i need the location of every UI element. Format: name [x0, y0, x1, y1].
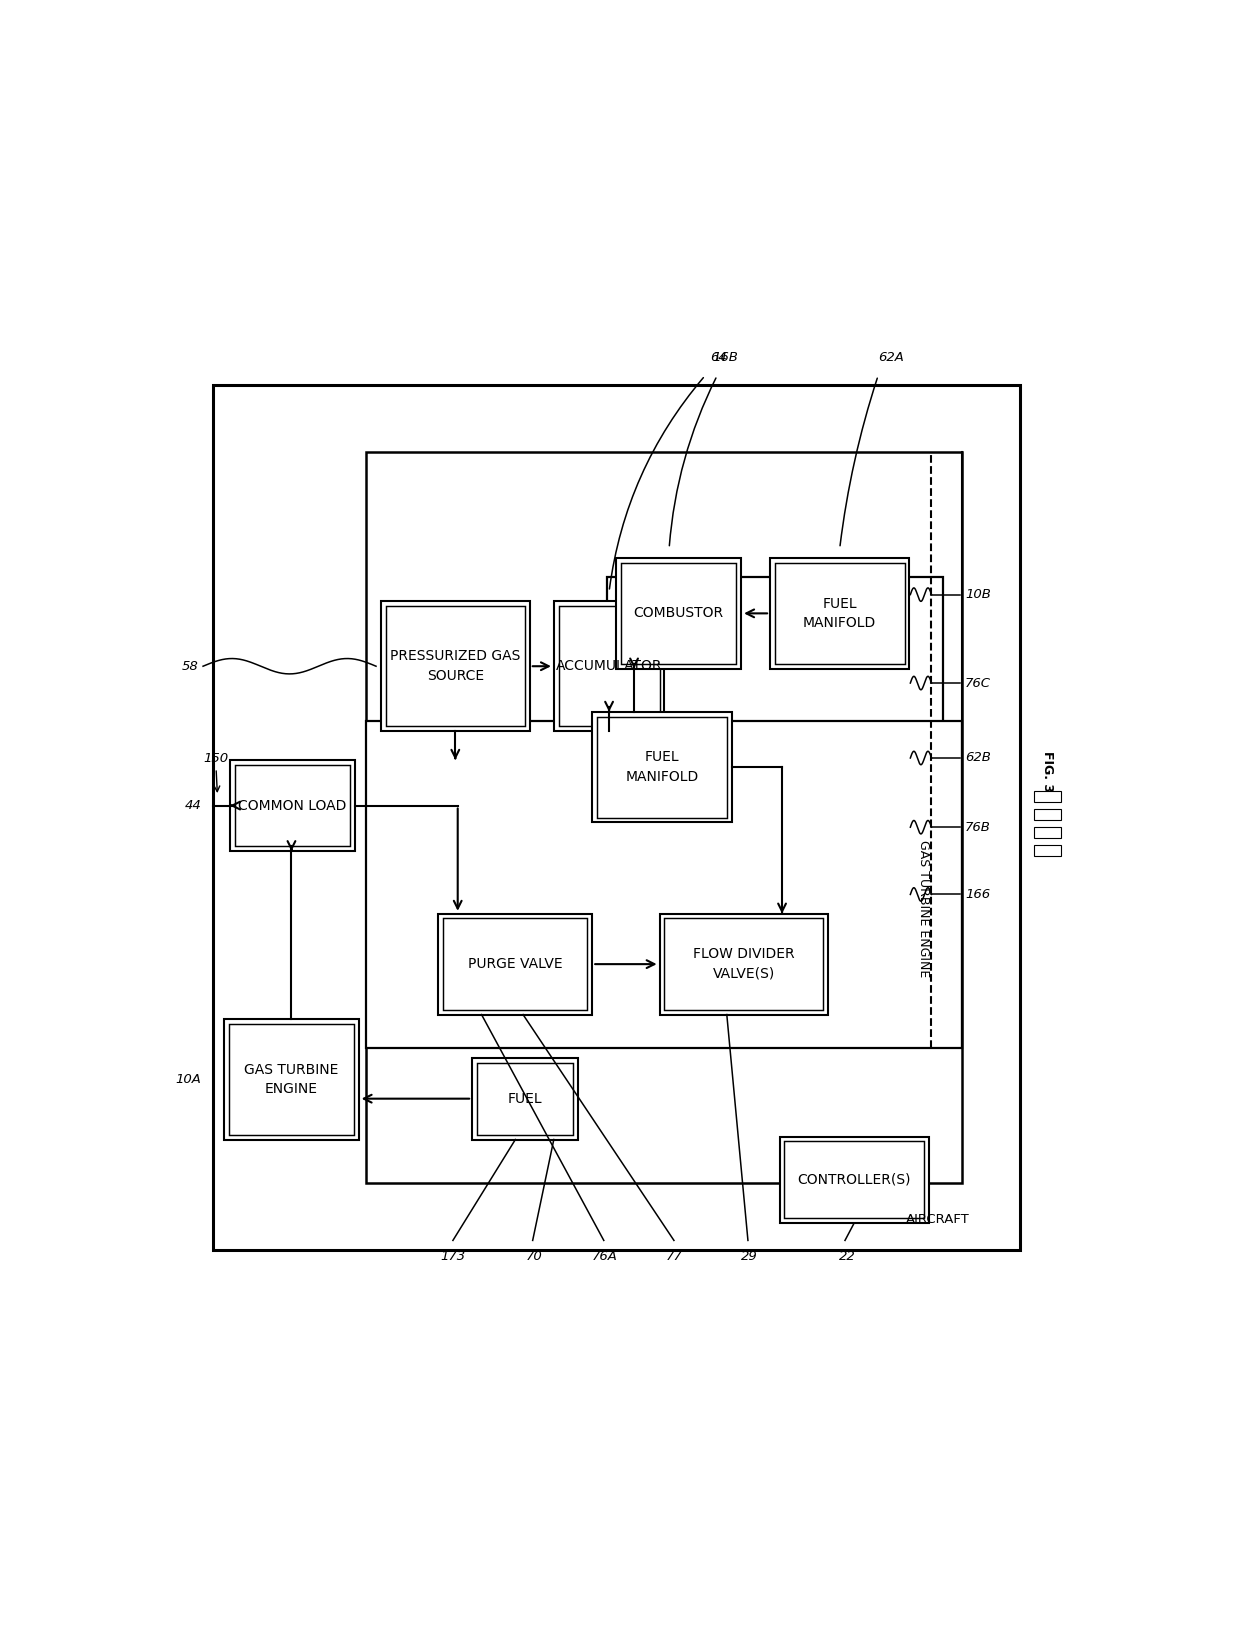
Text: 64: 64	[711, 351, 727, 364]
Text: 166: 166	[965, 888, 991, 901]
Bar	[234, 765, 350, 847]
Bar	[770, 559, 909, 668]
Bar	[606, 577, 942, 780]
Bar	[1034, 827, 1061, 839]
Bar	[785, 1142, 924, 1219]
Bar	[229, 760, 355, 852]
Text: 76A: 76A	[591, 1250, 618, 1263]
Bar	[621, 563, 737, 663]
Text: 58: 58	[181, 660, 198, 673]
Bar	[477, 1063, 573, 1135]
Bar	[1034, 809, 1061, 821]
Text: 29: 29	[740, 1250, 758, 1263]
Text: GAS TURBINE
ENGINE: GAS TURBINE ENGINE	[244, 1063, 339, 1096]
Bar	[472, 1058, 578, 1140]
Bar	[780, 1137, 929, 1224]
Bar	[224, 1019, 358, 1140]
Bar	[367, 721, 962, 1048]
Text: 70: 70	[526, 1250, 543, 1263]
Bar	[1034, 791, 1061, 803]
Text: COMMON LOAD: COMMON LOAD	[238, 799, 347, 812]
Bar	[665, 919, 823, 1009]
Text: FLOW DIVIDER
VALVE(S): FLOW DIVIDER VALVE(S)	[693, 947, 795, 981]
Bar	[213, 385, 1019, 1250]
Text: FUEL: FUEL	[507, 1091, 542, 1106]
Text: 10B: 10B	[965, 588, 991, 601]
Text: 22: 22	[838, 1250, 856, 1263]
Text: 76C: 76C	[965, 676, 991, 690]
Bar	[558, 606, 660, 726]
Bar	[616, 559, 742, 668]
Bar	[229, 1024, 353, 1135]
Text: 62A: 62A	[878, 351, 904, 364]
Bar	[596, 717, 727, 817]
Text: 76B: 76B	[965, 821, 991, 834]
Text: FUEL
MANIFOLD: FUEL MANIFOLD	[625, 750, 698, 785]
Bar	[593, 713, 732, 822]
Text: 44: 44	[185, 799, 201, 812]
Text: 10A: 10A	[175, 1073, 201, 1086]
Text: COMBUSTOR: COMBUSTOR	[634, 606, 724, 621]
Bar	[444, 919, 588, 1009]
Text: 62B: 62B	[965, 752, 991, 765]
Text: CONTROLLER(S): CONTROLLER(S)	[797, 1173, 911, 1188]
Bar	[381, 601, 529, 731]
Bar	[439, 914, 593, 1014]
Text: FIG. 3: FIG. 3	[1042, 752, 1054, 793]
Bar	[660, 914, 828, 1014]
Text: PRESSURIZED GAS
SOURCE: PRESSURIZED GAS SOURCE	[391, 650, 521, 683]
Bar	[1034, 845, 1061, 857]
Text: FUEL
MANIFOLD: FUEL MANIFOLD	[804, 596, 877, 631]
Bar	[386, 606, 525, 726]
Bar	[775, 563, 905, 663]
Bar	[554, 601, 665, 731]
Text: ACCUMULATOR: ACCUMULATOR	[556, 658, 662, 673]
Text: GAS TURBINE ENGINE: GAS TURBINE ENGINE	[918, 840, 930, 978]
Text: 16B: 16B	[712, 351, 738, 364]
Text: PURGE VALVE: PURGE VALVE	[467, 957, 563, 971]
Text: 173: 173	[440, 1250, 465, 1263]
Bar	[367, 452, 962, 1183]
Text: 77: 77	[666, 1250, 682, 1263]
Text: 150: 150	[203, 752, 228, 791]
Text: AIRCRAFT: AIRCRAFT	[906, 1212, 970, 1225]
